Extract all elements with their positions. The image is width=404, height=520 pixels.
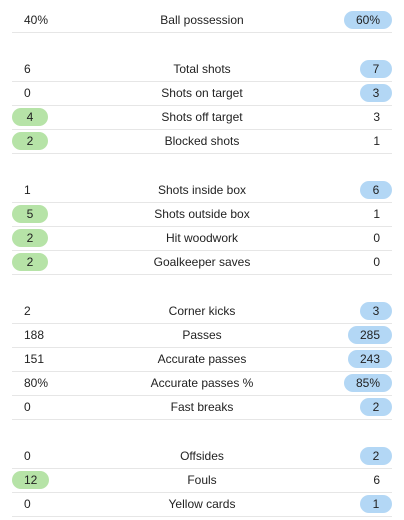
stat-row: 2 Hit woodwork 0	[12, 226, 392, 251]
away-value: 3	[360, 302, 392, 320]
away-value: 60%	[343, 11, 392, 29]
away-value: 1	[373, 207, 380, 221]
stat-label: Fast breaks	[170, 400, 234, 414]
home-value: 0	[24, 86, 31, 100]
stat-label: Total shots	[173, 62, 231, 76]
stat-row: 2 Corner kicks 3	[12, 299, 392, 324]
stat-row: 6 Total shots 7	[12, 57, 392, 82]
home-value: 2	[12, 229, 48, 247]
stat-row: 2 Blocked shots 1	[12, 129, 392, 154]
stat-row: 1 Shots inside box 6	[12, 178, 392, 203]
away-value: 0	[373, 231, 380, 245]
away-value: 0	[373, 255, 380, 269]
home-value: 1	[24, 183, 31, 197]
stat-label: Goalkeeper saves	[153, 255, 251, 269]
home-value: 151	[24, 352, 45, 366]
home-value: 5	[12, 205, 48, 223]
home-value: 0	[24, 400, 31, 414]
stat-label: Corner kicks	[168, 304, 236, 318]
stat-label: Passes	[182, 328, 222, 342]
stat-row: 0 Fast breaks 2	[12, 395, 392, 420]
away-value: 85%	[343, 374, 392, 392]
away-value: 285	[347, 326, 392, 344]
away-value: 7	[360, 60, 392, 78]
away-value: 1	[373, 134, 380, 148]
away-value: 2	[360, 447, 392, 465]
stat-row: 0 Shots on target 3	[12, 81, 392, 106]
stat-row: 0 Offsides 2	[12, 444, 392, 469]
stat-row: 2 Goalkeeper saves 0	[12, 250, 392, 275]
stat-label: Fouls	[187, 473, 217, 487]
home-value: 4	[12, 108, 48, 126]
home-value: 12	[12, 471, 50, 489]
stat-label: Offsides	[180, 449, 224, 463]
home-value: 40%	[24, 13, 49, 27]
stat-row: 4 Shots off target 3	[12, 105, 392, 130]
stat-label: Blocked shots	[164, 134, 240, 148]
home-value: 0	[24, 497, 31, 511]
home-value: 0	[24, 449, 31, 463]
home-value: 6	[24, 62, 31, 76]
stat-row: 12 Fouls 6	[12, 468, 392, 493]
stat-label: Shots on target	[161, 86, 243, 100]
away-value: 6	[360, 181, 392, 199]
away-value: 6	[373, 473, 380, 487]
home-value: 80%	[24, 376, 49, 390]
stat-label: Shots off target	[161, 110, 243, 124]
stat-row: 0 Yellow cards 1	[12, 492, 392, 517]
away-value: 243	[347, 350, 392, 368]
home-value: 2	[24, 304, 31, 318]
stat-label: Shots inside box	[157, 183, 247, 197]
stat-row: 40% Ball possession 60%	[12, 8, 392, 33]
away-value: 3	[360, 84, 392, 102]
stat-label: Accurate passes %	[150, 376, 254, 390]
away-value: 1	[360, 495, 392, 513]
stat-row: 188 Passes 285	[12, 323, 392, 348]
stat-row: 5 Shots outside box 1	[12, 202, 392, 227]
stat-label: Shots outside box	[154, 207, 250, 221]
stat-row: 151 Accurate passes 243	[12, 347, 392, 372]
home-value: 2	[12, 253, 48, 271]
stat-row: 80% Accurate passes % 85%	[12, 371, 392, 396]
stat-label: Accurate passes	[157, 352, 247, 366]
away-value: 3	[373, 110, 380, 124]
away-value: 2	[360, 398, 392, 416]
stat-label: Ball possession	[160, 13, 244, 27]
stat-label: Yellow cards	[168, 497, 236, 511]
home-value: 188	[24, 328, 45, 342]
stat-label: Hit woodwork	[165, 231, 239, 245]
home-value: 2	[12, 132, 48, 150]
